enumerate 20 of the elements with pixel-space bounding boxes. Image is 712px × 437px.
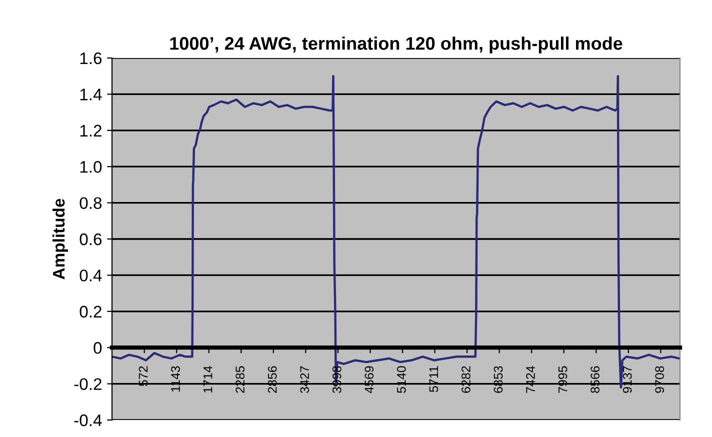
- y-tick-label: 1.0: [80, 161, 102, 173]
- y-tick-label: 0.2: [80, 306, 102, 318]
- x-tick-label: 2856: [268, 366, 277, 393]
- x-tick-label: 8566: [590, 366, 600, 393]
- x-tick-label: 7995: [558, 366, 568, 393]
- y-tick-label: 0.8: [80, 197, 102, 210]
- x-tick-label: 3998: [332, 366, 342, 393]
- y-axis-title: Amplitude: [52, 198, 68, 280]
- y-tick-label: 1.2: [80, 124, 102, 136]
- y-tick-label: -0.4: [74, 414, 102, 426]
- x-tick-label: 4569: [364, 366, 374, 394]
- x-tick-label: 5711: [429, 366, 438, 392]
- y-tick-label: 1.4: [80, 88, 102, 100]
- y-tick-label: 0: [94, 342, 102, 354]
- y-tick-label: 0.4: [80, 270, 102, 282]
- x-tick-label: 7424: [526, 366, 535, 393]
- y-tick-label: -0.2: [74, 378, 102, 390]
- y-tick-label: 0.6: [80, 233, 102, 246]
- chart-title: 1000’, 24 AWG, termination 120 ohm, push-pull mode: [170, 36, 622, 54]
- y-tick-label: 1.6: [80, 52, 102, 64]
